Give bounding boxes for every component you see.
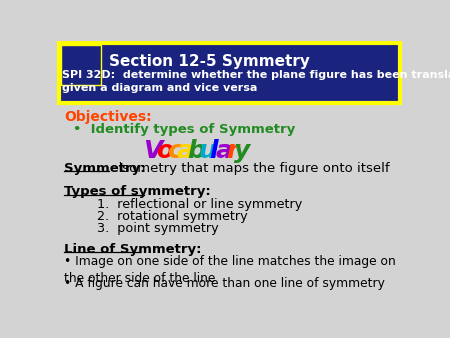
Text: 3.  point symmetry: 3. point symmetry	[97, 222, 218, 235]
FancyBboxPatch shape	[58, 43, 400, 103]
Text: SPI 32D:  determine whether the plane figure has been translated
given a diagram: SPI 32D: determine whether the plane fig…	[63, 70, 450, 93]
Text: c: c	[167, 139, 182, 163]
Text: l: l	[209, 139, 218, 163]
Text: isometry that maps the figure onto itself: isometry that maps the figure onto itsel…	[111, 162, 390, 175]
Text: r: r	[226, 139, 239, 163]
Text: Symmetry:: Symmetry:	[64, 162, 146, 175]
Text: Line of Symmetry:: Line of Symmetry:	[64, 243, 202, 256]
Text: y: y	[234, 139, 251, 163]
Text: V: V	[143, 139, 162, 163]
Text: a: a	[215, 139, 232, 163]
Text: • Image on one side of the line matches the image on
the other side of the line: • Image on one side of the line matches …	[64, 256, 396, 285]
Text: Section 12-5 Symmetry: Section 12-5 Symmetry	[109, 54, 310, 69]
Text: b: b	[188, 139, 205, 163]
Text: o: o	[156, 139, 173, 163]
Text: 2.  rotational symmetry: 2. rotational symmetry	[97, 210, 247, 223]
Text: a: a	[177, 139, 194, 163]
Text: • A figure can have more than one line of symmetry: • A figure can have more than one line o…	[64, 277, 385, 290]
Text: •  Identify types of Symmetry: • Identify types of Symmetry	[73, 123, 296, 136]
Text: 1.  reflectional or line symmetry: 1. reflectional or line symmetry	[97, 198, 302, 211]
FancyBboxPatch shape	[61, 45, 101, 85]
Text: Types of symmetry:: Types of symmetry:	[64, 185, 211, 198]
Text: u: u	[198, 139, 216, 163]
Text: Objectives:: Objectives:	[64, 110, 152, 124]
